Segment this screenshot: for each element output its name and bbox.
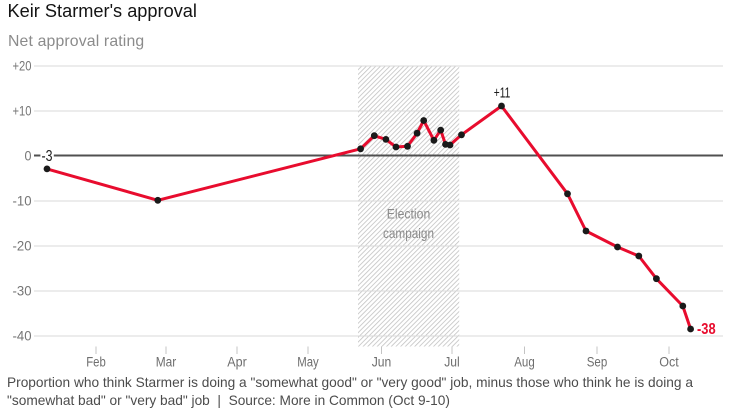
svg-text:-3: -3 (42, 148, 53, 165)
svg-text:Election: Election (387, 206, 431, 222)
svg-text:Jul: Jul (444, 354, 460, 370)
svg-text:0: 0 (25, 148, 32, 164)
svg-text:campaign: campaign (383, 225, 434, 241)
svg-text:Jun: Jun (372, 354, 392, 370)
svg-text:Aug: Aug (514, 354, 535, 370)
svg-text:Feb: Feb (86, 354, 106, 370)
svg-text:-20: -20 (13, 238, 32, 254)
svg-text:-30: -30 (13, 283, 32, 299)
svg-text:May: May (297, 354, 319, 370)
svg-text:+11: +11 (494, 86, 511, 102)
svg-text:Oct: Oct (659, 354, 679, 370)
svg-text:Apr: Apr (227, 354, 247, 370)
svg-text:+20: +20 (13, 58, 32, 74)
svg-text:+10: +10 (13, 103, 32, 119)
svg-text:-40: -40 (13, 328, 32, 344)
svg-text:-38: -38 (697, 321, 716, 338)
svg-text:Mar: Mar (156, 354, 177, 370)
svg-text:Sep: Sep (587, 354, 608, 370)
svg-text:-10: -10 (13, 193, 32, 209)
